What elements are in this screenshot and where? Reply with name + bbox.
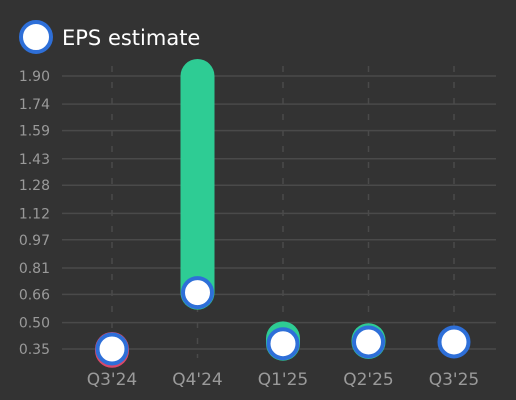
- x-tick-label: Q3'24: [87, 370, 138, 390]
- actual-bar[interactable]: [180, 59, 215, 310]
- estimate-point[interactable]: [266, 327, 300, 361]
- y-tick-label: 1.74: [19, 97, 50, 113]
- y-tick-label: 1.90: [19, 69, 50, 85]
- y-tick-label: 1.28: [19, 178, 50, 194]
- y-tick-label: 1.12: [19, 206, 50, 222]
- grid: [62, 66, 496, 358]
- y-tick-label: 0.97: [19, 233, 50, 249]
- estimate-point[interactable]: [437, 325, 471, 359]
- y-tick-label: 1.43: [19, 152, 50, 168]
- legend[interactable]: EPS estimate: [19, 20, 200, 54]
- x-tick-label: Q4'24: [172, 370, 223, 390]
- x-tick-label: Q3'25: [429, 370, 480, 390]
- y-axis-ticks: 1.90 1.74 1.59 1.43 1.28 1.12 0.97 0.81 0.66 0.50…: [19, 69, 50, 358]
- estimate-point[interactable]: [95, 332, 129, 366]
- estimate-point[interactable]: [181, 276, 214, 310]
- y-tick-label: 0.81: [19, 261, 50, 277]
- x-tick-label: Q1'25: [258, 370, 309, 390]
- y-tick-label: 0.66: [19, 287, 50, 303]
- y-tick-label: 0.35: [19, 342, 50, 358]
- estimate-points: [95, 276, 471, 366]
- estimate-point[interactable]: [352, 325, 385, 359]
- x-tick-label: Q2'25: [343, 370, 394, 390]
- x-axis-ticks: Q3'24 Q4'24 Q1'25 Q2'25 Q3'25: [87, 370, 480, 390]
- y-tick-label: 1.59: [19, 124, 50, 140]
- legend-label: EPS estimate: [62, 26, 200, 50]
- y-tick-label: 0.50: [19, 316, 50, 332]
- legend-marker-icon: [19, 20, 53, 54]
